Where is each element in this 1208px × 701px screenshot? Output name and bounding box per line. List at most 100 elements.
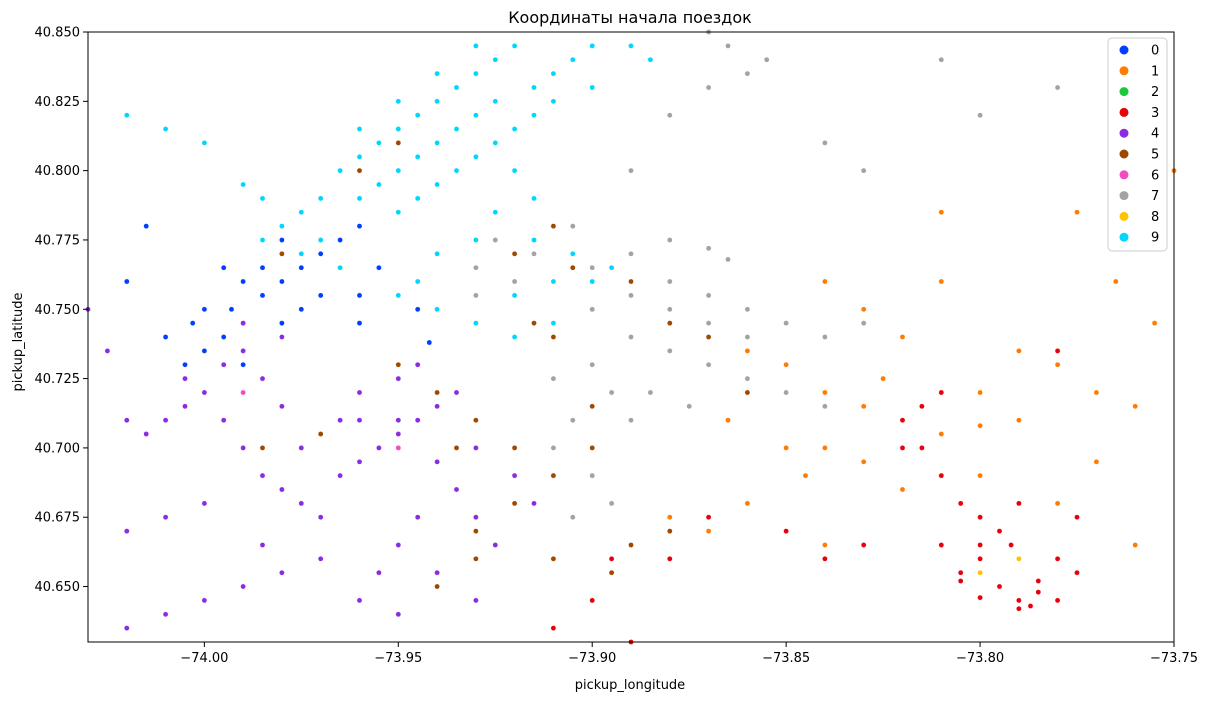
- point-series-0: [201, 348, 208, 354]
- point-series-9: [317, 195, 324, 202]
- point-series-1: [938, 431, 945, 437]
- legend-marker-6: [1119, 170, 1129, 180]
- point-series-3: [860, 542, 867, 548]
- point-series-5: [473, 417, 479, 424]
- y-tick-label: 40.700: [35, 441, 81, 456]
- point-series-9: [434, 306, 440, 313]
- point-series-0: [228, 306, 235, 313]
- legend-marker-8: [1119, 211, 1129, 221]
- point-series-7: [860, 167, 867, 174]
- point-series-4: [414, 417, 421, 424]
- point-series-4: [395, 417, 402, 424]
- point-series-1: [1132, 403, 1138, 410]
- point-series-7: [705, 361, 712, 368]
- point-series-9: [337, 167, 343, 174]
- point-series-7: [628, 250, 634, 257]
- point-series-3: [977, 514, 983, 521]
- point-series-5: [667, 320, 673, 326]
- point-series-1: [822, 278, 828, 285]
- point-series-0: [356, 320, 363, 326]
- point-series-9: [337, 264, 343, 271]
- point-series-7: [744, 334, 751, 340]
- point-series-9: [647, 56, 654, 63]
- y-tick-label: 40.825: [35, 95, 81, 110]
- point-series-9: [356, 195, 363, 202]
- point-series-4: [511, 472, 518, 479]
- point-series-9: [259, 237, 266, 243]
- point-series-9: [298, 209, 305, 215]
- point-series-4: [162, 514, 169, 521]
- point-series-0: [317, 250, 324, 257]
- point-series-1: [860, 458, 867, 465]
- legend: 0 1 2 3 4 5 6 7 8 9: [1107, 37, 1168, 252]
- point-series-4: [356, 417, 363, 424]
- point-series-9: [608, 264, 615, 271]
- point-series-7: [473, 292, 479, 299]
- point-series-4: [434, 403, 440, 410]
- legend-marker-0: [1119, 45, 1129, 55]
- point-series-1: [802, 472, 809, 479]
- point-series-3: [783, 528, 789, 534]
- point-series-9: [298, 250, 305, 257]
- point-series-4: [492, 542, 499, 548]
- point-series-7: [608, 500, 615, 507]
- point-series-4: [337, 472, 343, 479]
- point-series-4: [298, 500, 305, 507]
- point-series-7: [608, 389, 615, 396]
- point-series-4: [414, 361, 421, 368]
- point-series-0: [220, 334, 227, 340]
- point-series-9: [492, 140, 499, 146]
- point-series-7: [705, 320, 712, 326]
- point-series-5: [705, 334, 712, 340]
- point-series-3: [977, 594, 983, 601]
- point-series-7: [667, 278, 673, 285]
- point-series-5: [744, 389, 751, 396]
- point-series-7: [667, 112, 673, 118]
- point-series-9: [414, 153, 421, 160]
- point-series-1: [899, 334, 906, 340]
- y-axis: 40.650 40.675 40.700 40.725 40.750 40.775 40.8…: [35, 26, 88, 595]
- point-series-9: [434, 70, 440, 77]
- point-series-9: [453, 126, 460, 132]
- point-series-0: [317, 292, 324, 299]
- point-series-4: [201, 597, 208, 604]
- point-series-7: [686, 403, 693, 410]
- legend-marker-5: [1119, 149, 1129, 159]
- point-series-5: [511, 445, 518, 451]
- point-series-3: [1035, 589, 1042, 595]
- point-series-5: [550, 334, 557, 340]
- point-series-3: [1016, 597, 1022, 604]
- x-tick-label: −74.00: [180, 651, 228, 666]
- point-series-1: [667, 514, 673, 521]
- point-series-0: [240, 361, 246, 368]
- point-series-7: [628, 417, 634, 424]
- point-series-4: [182, 375, 188, 382]
- point-series-5: [279, 250, 285, 257]
- x-tick-label: −73.90: [568, 651, 616, 666]
- point-series-1: [744, 348, 751, 354]
- point-series-3: [996, 528, 1003, 534]
- point-series-7: [589, 306, 596, 313]
- point-series-5: [550, 472, 557, 479]
- point-series-9: [414, 195, 421, 202]
- point-series-4: [473, 597, 479, 604]
- x-tick-label: −73.75: [1150, 651, 1198, 666]
- point-series-7: [822, 140, 828, 146]
- point-series-9: [511, 292, 518, 299]
- point-series-4: [337, 417, 343, 424]
- legend-marker-2: [1119, 87, 1129, 97]
- point-series-7: [570, 417, 576, 424]
- point-series-0: [259, 292, 266, 299]
- point-series-4: [279, 334, 285, 340]
- point-series-9: [531, 237, 537, 243]
- point-series-4: [376, 569, 382, 576]
- point-series-5: [550, 556, 557, 562]
- point-series-0: [162, 334, 169, 340]
- y-axis-label: pickup_latitude: [11, 292, 26, 391]
- point-series-4: [531, 500, 537, 507]
- point-series-9: [201, 140, 208, 146]
- point-series-6: [240, 389, 246, 396]
- point-series-9: [473, 70, 479, 77]
- point-series-7: [570, 223, 576, 229]
- point-series-7: [725, 43, 731, 49]
